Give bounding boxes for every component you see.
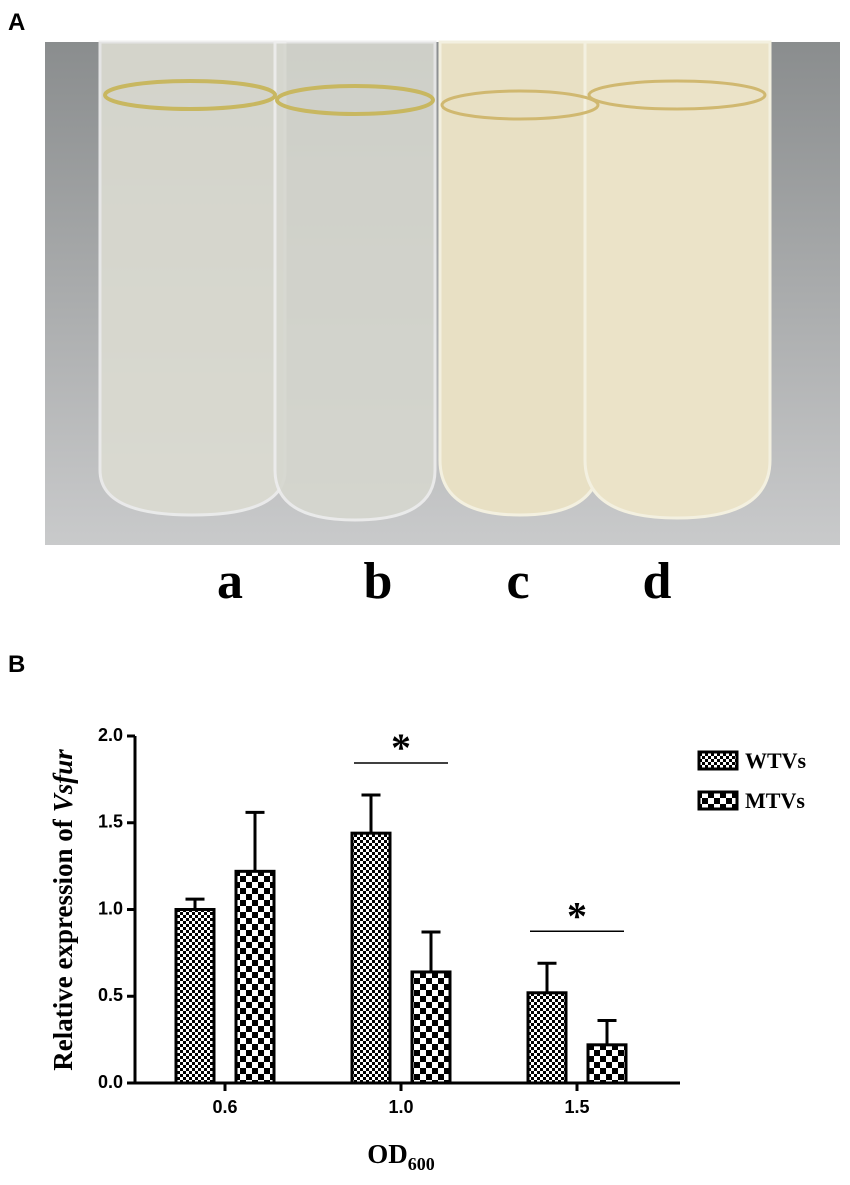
x-axis-label-part: OD	[367, 1139, 408, 1169]
y-axis-label: Relative expression of Vsfur	[48, 749, 78, 1071]
significance-label: *	[567, 893, 587, 938]
tube-label: a	[217, 553, 243, 610]
x-axis-label-part: 600	[408, 1154, 435, 1174]
x-tick-label: 1.0	[388, 1097, 413, 1117]
panel-label: B	[8, 651, 25, 678]
bar	[410, 970, 452, 1085]
legend-label: WTVs	[745, 748, 807, 773]
bar	[174, 908, 216, 1085]
y-tick-label: 2.0	[98, 725, 123, 745]
x-tick-label: 1.5	[564, 1097, 589, 1117]
significance-label: *	[391, 725, 411, 770]
tube-label: d	[643, 553, 672, 610]
y-tick-label: 1.0	[98, 898, 123, 918]
y-axis-label-part: Relative expression of	[48, 818, 78, 1070]
y-tick-label: 0.5	[98, 985, 123, 1005]
y-tick-label: 0.0	[98, 1072, 123, 1092]
legend-swatch	[697, 750, 739, 771]
legend-swatch	[697, 790, 739, 811]
tube-label: c	[506, 553, 529, 610]
x-tick-label: 0.6	[212, 1097, 237, 1117]
bar	[586, 1043, 628, 1085]
legend-label: MTVs	[745, 788, 805, 813]
y-tick-label: 1.5	[98, 812, 123, 832]
tube-label: b	[364, 553, 393, 610]
x-axis-label: OD600	[367, 1139, 435, 1174]
panel-label: A	[8, 9, 25, 36]
bar	[234, 869, 276, 1085]
y-axis-label-part: Vsfur	[48, 749, 78, 813]
photo	[45, 40, 840, 545]
bar	[526, 991, 568, 1085]
bar	[350, 831, 392, 1085]
